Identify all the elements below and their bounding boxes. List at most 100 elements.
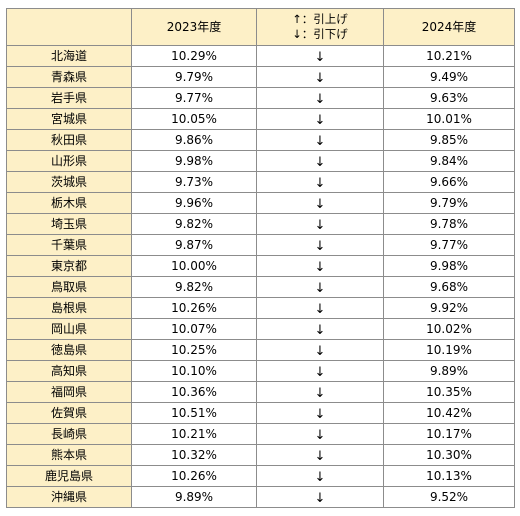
rate-2023-cell: 9.96% bbox=[131, 192, 257, 214]
table-header-row: 2023年度 ↑：引上げ ↓：引下げ 2024年度 bbox=[6, 8, 515, 46]
rate-2024-cell: 10.21% bbox=[383, 45, 515, 67]
table-row: 栃木県 9.96% ↓ 9.79% bbox=[6, 192, 515, 214]
rate-2024-cell: 9.89% bbox=[383, 360, 515, 382]
rate-2024-cell: 9.92% bbox=[383, 297, 515, 319]
direction-arrow-icon: ↓ bbox=[256, 423, 384, 445]
rate-2024-cell: 10.42% bbox=[383, 402, 515, 424]
table-row: 埼玉県 9.82% ↓ 9.78% bbox=[6, 213, 515, 235]
table-row: 北海道 10.29% ↓ 10.21% bbox=[6, 45, 515, 67]
table-row: 岩手県 9.77% ↓ 9.63% bbox=[6, 87, 515, 109]
rate-2024-cell: 9.63% bbox=[383, 87, 515, 109]
table-row: 沖縄県 9.89% ↓ 9.52% bbox=[6, 486, 515, 508]
rate-2023-cell: 10.05% bbox=[131, 108, 257, 130]
rate-2023-cell: 9.77% bbox=[131, 87, 257, 109]
prefecture-cell: 岡山県 bbox=[6, 318, 132, 340]
rate-2023-cell: 9.82% bbox=[131, 276, 257, 298]
direction-arrow-icon: ↓ bbox=[256, 486, 384, 508]
rate-2023-cell: 10.00% bbox=[131, 255, 257, 277]
prefecture-cell: 鹿児島県 bbox=[6, 465, 132, 487]
direction-arrow-icon: ↓ bbox=[256, 87, 384, 109]
direction-arrow-icon: ↓ bbox=[256, 402, 384, 424]
direction-arrow-icon: ↓ bbox=[256, 360, 384, 382]
direction-arrow-icon: ↓ bbox=[256, 192, 384, 214]
header-2023: 2023年度 bbox=[131, 8, 257, 46]
header-prefecture bbox=[6, 8, 132, 46]
prefecture-cell: 沖縄県 bbox=[6, 486, 132, 508]
rate-2024-cell: 9.77% bbox=[383, 234, 515, 256]
table-row: 宮城県 10.05% ↓ 10.01% bbox=[6, 108, 515, 130]
direction-arrow-icon: ↓ bbox=[256, 234, 384, 256]
table-row: 鹿児島県 10.26% ↓ 10.13% bbox=[6, 465, 515, 487]
table-row: 山形県 9.98% ↓ 9.84% bbox=[6, 150, 515, 172]
prefecture-cell: 徳島県 bbox=[6, 339, 132, 361]
rate-2023-cell: 9.82% bbox=[131, 213, 257, 235]
header-direction-legend: ↑：引上げ ↓：引下げ bbox=[256, 8, 384, 46]
table-row: 高知県 10.10% ↓ 9.89% bbox=[6, 360, 515, 382]
rate-2024-cell: 9.49% bbox=[383, 66, 515, 88]
direction-arrow-icon: ↓ bbox=[256, 45, 384, 67]
table-row: 鳥取県 9.82% ↓ 9.68% bbox=[6, 276, 515, 298]
prefecture-cell: 宮城県 bbox=[6, 108, 132, 130]
prefecture-cell: 茨城県 bbox=[6, 171, 132, 193]
direction-arrow-icon: ↓ bbox=[256, 255, 384, 277]
rate-2024-cell: 9.84% bbox=[383, 150, 515, 172]
prefecture-cell: 島根県 bbox=[6, 297, 132, 319]
rate-2024-cell: 10.13% bbox=[383, 465, 515, 487]
table-row: 長崎県 10.21% ↓ 10.17% bbox=[6, 423, 515, 445]
rate-2024-cell: 9.79% bbox=[383, 192, 515, 214]
rate-2024-cell: 9.68% bbox=[383, 276, 515, 298]
direction-arrow-icon: ↓ bbox=[256, 339, 384, 361]
prefecture-cell: 長崎県 bbox=[6, 423, 132, 445]
rate-2024-cell: 10.19% bbox=[383, 339, 515, 361]
prefecture-cell: 山形県 bbox=[6, 150, 132, 172]
table-row: 福岡県 10.36% ↓ 10.35% bbox=[6, 381, 515, 403]
table-row: 千葉県 9.87% ↓ 9.77% bbox=[6, 234, 515, 256]
direction-arrow-icon: ↓ bbox=[256, 150, 384, 172]
direction-arrow-icon: ↓ bbox=[256, 66, 384, 88]
rate-2024-cell: 10.30% bbox=[383, 444, 515, 466]
direction-arrow-icon: ↓ bbox=[256, 465, 384, 487]
table-row: 東京都 10.00% ↓ 9.98% bbox=[6, 255, 515, 277]
rate-2024-cell: 9.85% bbox=[383, 129, 515, 151]
table-row: 熊本県 10.32% ↓ 10.30% bbox=[6, 444, 515, 466]
table-row: 秋田県 9.86% ↓ 9.85% bbox=[6, 129, 515, 151]
legend-up: ↑：引上げ bbox=[292, 12, 348, 26]
rate-2024-cell: 9.52% bbox=[383, 486, 515, 508]
rate-2023-cell: 10.29% bbox=[131, 45, 257, 67]
prefecture-cell: 埼玉県 bbox=[6, 213, 132, 235]
rate-table-container: 2023年度 ↑：引上げ ↓：引下げ 2024年度 北海道 10.29% ↓ 10.2… bbox=[6, 8, 515, 508]
rate-2024-cell: 9.78% bbox=[383, 213, 515, 235]
prefecture-cell: 東京都 bbox=[6, 255, 132, 277]
rate-2023-cell: 10.21% bbox=[131, 423, 257, 445]
prefecture-cell: 熊本県 bbox=[6, 444, 132, 466]
prefecture-cell: 千葉県 bbox=[6, 234, 132, 256]
direction-arrow-icon: ↓ bbox=[256, 318, 384, 340]
prefecture-cell: 北海道 bbox=[6, 45, 132, 67]
rate-2023-cell: 10.26% bbox=[131, 465, 257, 487]
direction-arrow-icon: ↓ bbox=[256, 129, 384, 151]
prefecture-cell: 福岡県 bbox=[6, 381, 132, 403]
prefecture-cell: 佐賀県 bbox=[6, 402, 132, 424]
rate-2024-cell: 10.35% bbox=[383, 381, 515, 403]
rate-2023-cell: 9.98% bbox=[131, 150, 257, 172]
prefecture-cell: 高知県 bbox=[6, 360, 132, 382]
prefecture-cell: 青森県 bbox=[6, 66, 132, 88]
rate-2023-cell: 10.07% bbox=[131, 318, 257, 340]
prefecture-cell: 秋田県 bbox=[6, 129, 132, 151]
table-row: 島根県 10.26% ↓ 9.92% bbox=[6, 297, 515, 319]
direction-arrow-icon: ↓ bbox=[256, 108, 384, 130]
direction-arrow-icon: ↓ bbox=[256, 297, 384, 319]
rate-2024-cell: 10.02% bbox=[383, 318, 515, 340]
table-body: 北海道 10.29% ↓ 10.21% 青森県 9.79% ↓ 9.49% 岩手県 9.77% ↓ 9… bbox=[6, 45, 515, 508]
table-row: 佐賀県 10.51% ↓ 10.42% bbox=[6, 402, 515, 424]
prefecture-cell: 鳥取県 bbox=[6, 276, 132, 298]
direction-arrow-icon: ↓ bbox=[256, 381, 384, 403]
rate-2023-cell: 10.36% bbox=[131, 381, 257, 403]
rate-2024-cell: 9.98% bbox=[383, 255, 515, 277]
table-row: 青森県 9.79% ↓ 9.49% bbox=[6, 66, 515, 88]
rate-2024-cell: 10.17% bbox=[383, 423, 515, 445]
rate-2023-cell: 10.25% bbox=[131, 339, 257, 361]
rate-2023-cell: 9.86% bbox=[131, 129, 257, 151]
rate-2024-cell: 10.01% bbox=[383, 108, 515, 130]
rate-2023-cell: 10.51% bbox=[131, 402, 257, 424]
